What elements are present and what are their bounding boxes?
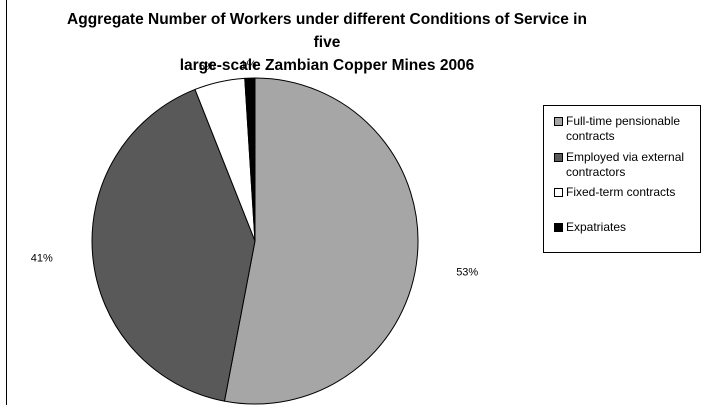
legend-swatch-external-contractors bbox=[554, 153, 563, 162]
chart-title-line-1: Aggregate Number of Workers under differ… bbox=[67, 11, 587, 51]
legend-label-expatriates: Expatriates bbox=[566, 220, 627, 234]
legend-swatch-fixed-term bbox=[554, 188, 563, 197]
legend-label-fixed-term: Fixed-term contracts bbox=[566, 185, 676, 199]
legend-swatch-expatriates bbox=[554, 223, 563, 232]
legend-label-external-1: Employed via external bbox=[566, 150, 685, 164]
pie-chart: 53% 41% 5% 1% bbox=[31, 59, 478, 405]
data-label-expatriates: 1% bbox=[241, 59, 257, 71]
legend-label-full-time-2: contracts bbox=[566, 129, 615, 143]
legend-label-external-2: contractors bbox=[566, 165, 626, 179]
legend-swatch-full-time bbox=[554, 117, 563, 126]
legend-label-full-time-1: Full-time pensionable bbox=[566, 114, 681, 128]
pie-slice-full-time bbox=[223, 77, 419, 405]
data-label-full-time: 53% bbox=[456, 267, 478, 279]
pie-slice-external-contractors bbox=[91, 88, 256, 402]
data-label-external-contractors: 41% bbox=[31, 253, 53, 265]
chart-area: 53% 41% 5% 1% Aggregate Number of Workers u… bbox=[6, 0, 701, 405]
data-label-fixed-term: 5% bbox=[199, 61, 215, 73]
pie-slice-expatriates bbox=[244, 77, 256, 242]
chart-title: Aggregate Number of Workers under differ… bbox=[67, 8, 587, 77]
chart-title-line-2: large-scale Zambian Copper Mines 2006 bbox=[179, 57, 475, 74]
legend: Full-time pensionable contracts Employed… bbox=[543, 105, 701, 253]
